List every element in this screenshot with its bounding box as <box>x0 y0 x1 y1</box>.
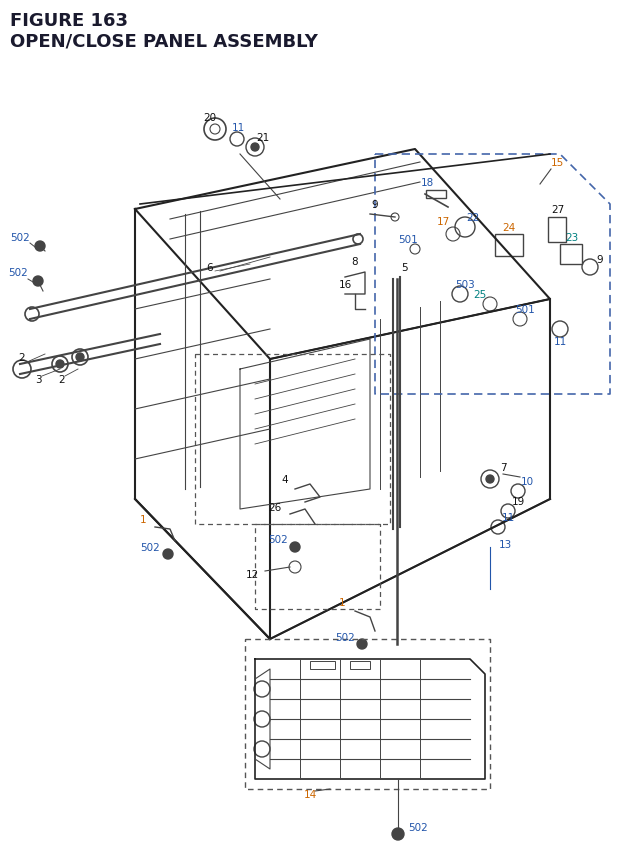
Text: 1: 1 <box>140 514 147 524</box>
Text: 19: 19 <box>511 497 525 506</box>
Circle shape <box>357 639 367 649</box>
Text: 12: 12 <box>245 569 259 579</box>
Text: 502: 502 <box>268 535 288 544</box>
Text: 502: 502 <box>408 822 428 832</box>
Text: 27: 27 <box>552 205 564 214</box>
Text: 9: 9 <box>596 255 604 264</box>
Text: 24: 24 <box>502 223 516 232</box>
Bar <box>426 191 446 199</box>
Circle shape <box>486 475 494 483</box>
Circle shape <box>251 144 259 152</box>
Bar <box>560 245 582 264</box>
Text: 22: 22 <box>467 213 479 223</box>
Text: 15: 15 <box>550 158 564 168</box>
Text: 502: 502 <box>335 632 355 642</box>
Text: 13: 13 <box>499 539 511 549</box>
Text: 501: 501 <box>515 305 535 314</box>
Text: 16: 16 <box>339 280 351 289</box>
Bar <box>548 218 566 243</box>
Text: 5: 5 <box>402 263 408 273</box>
Circle shape <box>290 542 300 553</box>
Text: 7: 7 <box>500 462 506 473</box>
Text: 14: 14 <box>303 789 317 799</box>
Text: 25: 25 <box>474 289 486 300</box>
Circle shape <box>33 276 43 287</box>
Text: 11: 11 <box>232 123 244 133</box>
Text: FIGURE 163: FIGURE 163 <box>10 12 128 30</box>
Text: 11: 11 <box>554 337 566 347</box>
Text: 502: 502 <box>10 232 30 243</box>
Text: 21: 21 <box>257 133 269 143</box>
Circle shape <box>56 361 64 369</box>
Text: 9: 9 <box>372 200 378 210</box>
Text: 6: 6 <box>207 263 213 273</box>
Text: 502: 502 <box>140 542 160 553</box>
Text: 18: 18 <box>420 177 434 188</box>
Circle shape <box>392 828 404 840</box>
Text: 10: 10 <box>520 476 534 486</box>
Bar <box>350 661 370 669</box>
Text: 1: 1 <box>339 598 346 607</box>
Text: 20: 20 <box>204 113 216 123</box>
Circle shape <box>17 366 27 375</box>
Text: OPEN/CLOSE PANEL ASSEMBLY: OPEN/CLOSE PANEL ASSEMBLY <box>10 32 318 50</box>
Text: 26: 26 <box>268 503 282 512</box>
Text: 4: 4 <box>282 474 288 485</box>
Circle shape <box>163 549 173 560</box>
Text: 2: 2 <box>59 375 65 385</box>
Bar <box>310 661 335 669</box>
Text: 17: 17 <box>436 217 450 226</box>
Bar <box>495 235 523 257</box>
Text: 8: 8 <box>352 257 358 267</box>
Text: 3: 3 <box>35 375 42 385</box>
Text: 11: 11 <box>501 512 515 523</box>
Text: 2: 2 <box>19 353 26 362</box>
Text: 503: 503 <box>455 280 475 289</box>
Text: 502: 502 <box>8 268 28 278</box>
Circle shape <box>35 242 45 251</box>
Text: 501: 501 <box>398 235 418 245</box>
Circle shape <box>76 354 84 362</box>
Text: 23: 23 <box>565 232 579 243</box>
